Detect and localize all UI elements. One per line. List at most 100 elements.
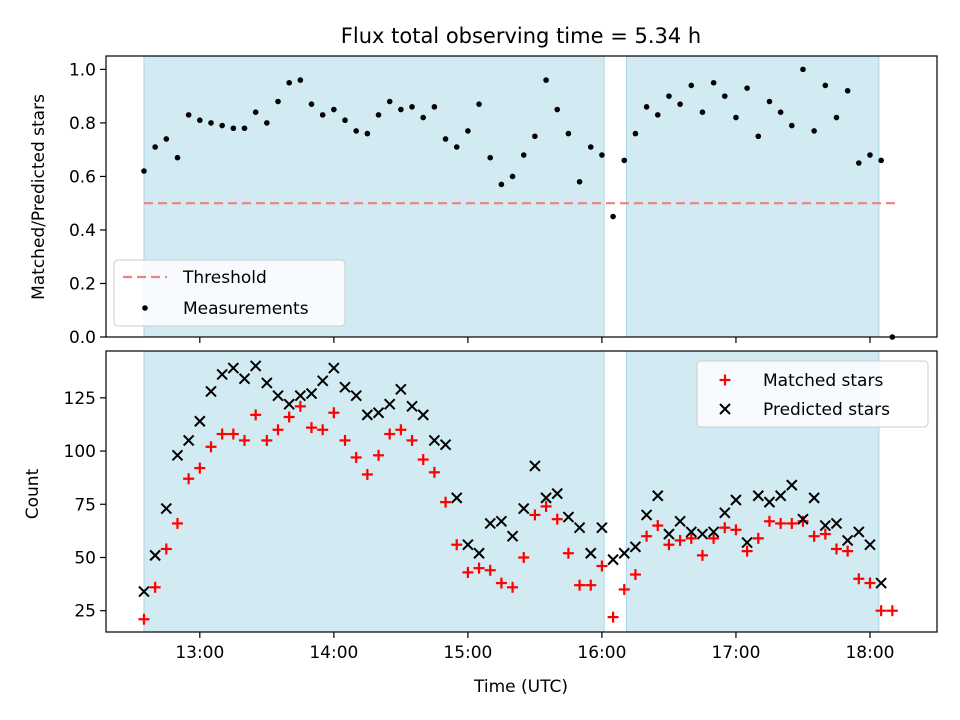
measurement-point	[297, 77, 304, 83]
predicted-stars-points	[138, 360, 887, 598]
matched-star-point	[272, 424, 284, 436]
x-tick-label: 13:00	[175, 643, 224, 663]
count-x-ticks: 13:00 14:00 15:00 16:00 17:00 18:00	[175, 632, 894, 663]
marker-stroke	[372, 407, 385, 419]
measurement-point	[275, 98, 281, 105]
marker-stroke	[194, 415, 206, 427]
matched-star-point	[250, 409, 262, 421]
matched-stars-points	[138, 400, 898, 625]
matched-star-point	[775, 517, 787, 529]
matched-star-point	[160, 543, 172, 555]
matched-star-point	[529, 509, 541, 521]
marker-stroke	[395, 383, 407, 396]
marker-stroke	[495, 515, 508, 528]
x-tick-label: 16:00	[577, 643, 626, 663]
marker-stroke	[596, 521, 608, 534]
marker-stroke	[551, 487, 563, 500]
measurement-point	[308, 101, 315, 107]
marker-stroke	[160, 502, 173, 515]
measurement-point	[252, 109, 259, 115]
matched-star-point	[797, 515, 809, 527]
legend-measurements-swatch	[142, 305, 148, 311]
measurement-point	[599, 152, 605, 158]
predicted-star-point	[652, 490, 664, 502]
measurement-point	[241, 125, 248, 132]
predicted-star-point	[328, 362, 340, 374]
matched-star-point	[596, 560, 608, 572]
measurement-point	[677, 101, 683, 107]
measurement-point	[286, 79, 292, 86]
matched-star-point	[149, 581, 161, 593]
matched-star-point	[618, 583, 630, 595]
predicted-star-point	[451, 492, 463, 504]
measurement-point	[610, 213, 616, 220]
measurement-point	[643, 104, 650, 110]
matched-star-point	[518, 551, 530, 563]
predicted-star-point	[339, 381, 351, 393]
y-tick-label: 0.2	[69, 274, 96, 294]
matched-star-point	[830, 543, 842, 555]
measurement-point	[431, 104, 438, 110]
measurement-point	[721, 93, 728, 99]
measurement-point	[342, 117, 348, 124]
marker-stroke	[607, 553, 619, 566]
ratio-panel-frame	[105, 55, 938, 338]
predicted-star-point	[819, 519, 832, 532]
measurement-point	[498, 181, 505, 188]
marker-stroke	[339, 381, 351, 393]
measurement-point	[632, 130, 639, 137]
matched-star-point	[853, 573, 865, 585]
legend-matched-swatch	[719, 374, 731, 386]
measurement-point	[666, 93, 672, 99]
legend-predicted-swatch	[719, 403, 731, 415]
matched-star-point	[194, 462, 206, 474]
predicted-star-point	[395, 383, 407, 396]
predicted-star-point	[238, 372, 251, 385]
marker-stroke	[406, 400, 418, 413]
marker-stroke	[305, 387, 318, 400]
ratio-x-ticks	[199, 337, 871, 343]
measurement-point	[811, 128, 817, 134]
marker-stroke	[797, 513, 809, 525]
predicted-star-point	[361, 409, 374, 421]
predicted-star-point	[518, 502, 530, 515]
predicted-star-point	[417, 409, 429, 421]
marker-stroke	[652, 490, 664, 502]
measurement-point	[487, 154, 494, 161]
matched-star-point	[696, 549, 708, 561]
predicted-star-point	[696, 528, 709, 540]
x-tick-label: 15:00	[443, 643, 492, 663]
measurement-point	[230, 125, 237, 132]
matched-star-point	[495, 577, 507, 589]
predicted-star-point	[439, 438, 452, 451]
measurement-point	[844, 87, 851, 94]
y-tick-label: 100	[64, 442, 96, 462]
matched-star-point	[540, 500, 552, 512]
predicted-star-point	[305, 387, 318, 400]
marker-stroke	[573, 521, 586, 534]
marker-stroke	[227, 362, 240, 374]
measurement-point	[654, 112, 661, 118]
y-tick-label: 0.4	[69, 221, 96, 241]
predicted-star-point	[506, 530, 519, 542]
measurement-point	[766, 98, 773, 105]
measurement-point	[465, 128, 471, 134]
marker-stroke	[730, 494, 742, 506]
predicted-star-point	[774, 490, 787, 502]
predicted-star-point	[216, 368, 228, 381]
y-tick-label: 75	[74, 495, 96, 515]
marker-stroke	[819, 519, 832, 532]
marker-stroke	[841, 534, 854, 547]
marker-stroke	[506, 530, 519, 542]
matched-star-point	[261, 434, 273, 446]
matched-star-point	[562, 547, 574, 559]
matched-star-point	[786, 517, 798, 529]
matched-star-point	[674, 534, 686, 546]
predicted-star-point	[786, 479, 798, 491]
marker-stroke	[350, 389, 362, 402]
measurement-point	[409, 104, 415, 110]
measurement-point	[878, 157, 884, 164]
x-tick-label: 17:00	[711, 643, 760, 663]
measurement-point	[174, 154, 181, 161]
predicted-star-point	[830, 517, 843, 530]
